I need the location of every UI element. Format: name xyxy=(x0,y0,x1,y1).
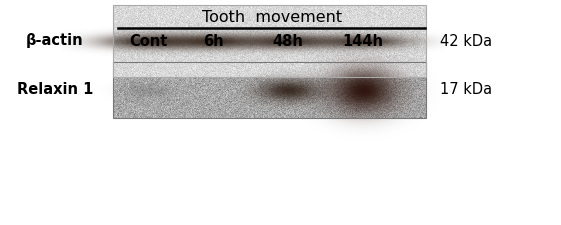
Text: 6h: 6h xyxy=(203,34,223,50)
Text: Tooth  movement: Tooth movement xyxy=(202,9,342,25)
Text: β-actin: β-actin xyxy=(26,34,84,49)
Text: 144h: 144h xyxy=(343,34,384,50)
Text: Cont: Cont xyxy=(129,34,167,50)
Bar xyxy=(113,5,426,77)
Text: 17 kDa: 17 kDa xyxy=(440,83,492,97)
Text: Relaxin 1: Relaxin 1 xyxy=(17,83,93,97)
Bar xyxy=(113,62,426,118)
Text: 42 kDa: 42 kDa xyxy=(440,34,492,49)
Text: 48h: 48h xyxy=(273,34,304,50)
